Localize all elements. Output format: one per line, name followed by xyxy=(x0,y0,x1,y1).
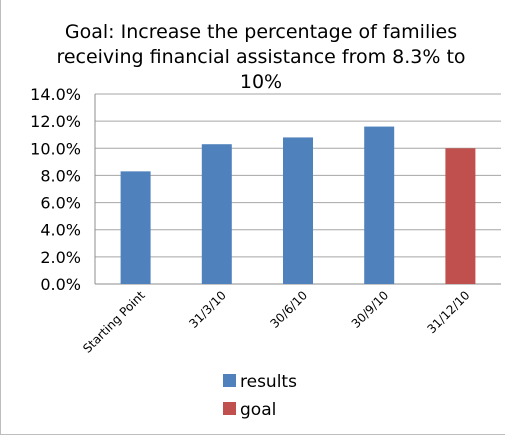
bar-goal xyxy=(445,148,476,284)
y-tick-label: 4.0% xyxy=(40,221,81,240)
x-tick-label: 31/3/10 xyxy=(186,288,229,331)
legend-label: results xyxy=(240,372,297,392)
legend-swatch xyxy=(223,374,236,387)
y-tick-label: 10.0% xyxy=(30,139,81,158)
y-tick-label: 8.0% xyxy=(40,166,81,185)
y-tick-label: 6.0% xyxy=(40,194,81,213)
x-tick-label: 31/12/10 xyxy=(425,288,473,336)
x-tick-label: 30/9/10 xyxy=(349,288,392,331)
legend-label: goal xyxy=(240,400,276,420)
bar-results xyxy=(201,144,232,284)
x-tick-label: 30/6/10 xyxy=(268,288,311,331)
bar-results xyxy=(364,126,395,284)
x-tick-label: Starting Point xyxy=(80,288,148,356)
chart-title: Goal: Increase the percentage of familie… xyxy=(56,21,466,93)
y-tick-label: 2.0% xyxy=(40,248,81,267)
y-tick-label: 12.0% xyxy=(30,112,81,131)
y-tick-label: 14.0% xyxy=(30,85,81,104)
legend-swatch xyxy=(223,402,236,415)
bar-results xyxy=(120,171,151,284)
bar-results xyxy=(283,137,313,284)
y-tick-label: 0.0% xyxy=(40,275,81,294)
